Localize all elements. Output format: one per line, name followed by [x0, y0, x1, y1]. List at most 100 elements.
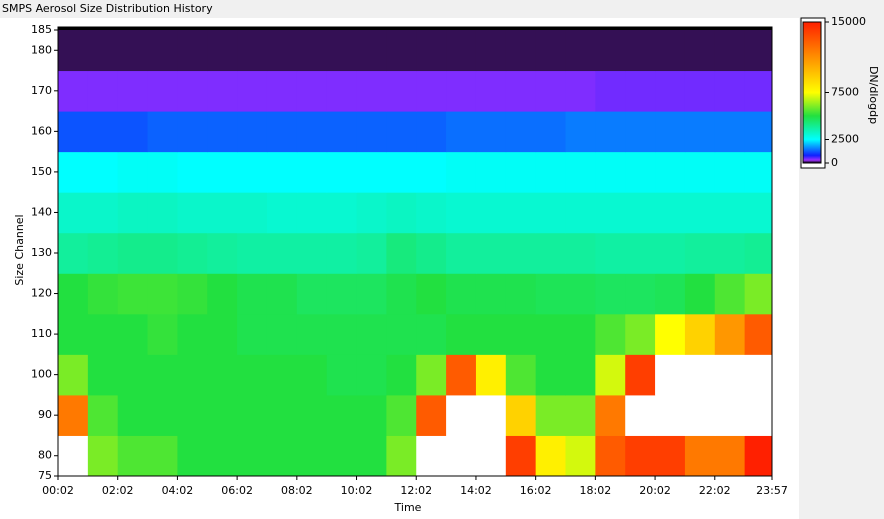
heat-cell: [177, 273, 208, 315]
colorbar-label: DN/dlogdp: [867, 66, 880, 124]
heat-cell: [655, 192, 686, 234]
heat-cell: [207, 30, 238, 72]
heat-cell: [386, 313, 417, 355]
heat-cell: [326, 435, 358, 477]
heat-cell: [296, 313, 328, 355]
heat-cell: [625, 111, 656, 153]
heat-cell: [177, 435, 208, 477]
heat-cell: [237, 151, 268, 193]
heat-cell: [237, 192, 268, 234]
y-tick-label: 75: [38, 469, 52, 482]
heat-cell: [446, 70, 477, 112]
heat-cell: [714, 70, 746, 112]
heat-cell: [356, 313, 387, 355]
heat-cell: [237, 273, 268, 315]
heat-cell: [655, 30, 686, 72]
heat-cell: [296, 273, 328, 315]
heat-cell: [416, 273, 447, 315]
heat-cell: [87, 354, 119, 396]
heat-cell: [237, 70, 268, 112]
heat-cell: [416, 111, 447, 153]
heat-cell: [117, 232, 149, 274]
heat-cell: [714, 313, 746, 355]
heat-cell: [296, 151, 328, 193]
heat-cell: [296, 111, 328, 153]
heat-cell: [356, 354, 387, 396]
heat-cell: [117, 151, 149, 193]
heat-cell: [177, 30, 208, 72]
heat-cell: [207, 435, 238, 477]
heat-cell: [386, 394, 417, 436]
heat-cell: [475, 313, 507, 355]
heat-cell: [565, 192, 596, 234]
heat-cell: [87, 394, 119, 436]
heat-cell: [386, 273, 417, 315]
heat-cell: [177, 313, 208, 355]
colorbar-tick-label: 0: [831, 156, 838, 169]
heat-cell: [625, 313, 656, 355]
heat-cell: [655, 354, 686, 396]
heat-cell: [714, 232, 746, 274]
heat-cell: [237, 435, 268, 477]
heat-cell: [237, 30, 268, 72]
heat-cell: [237, 354, 268, 396]
heat-cell: [714, 192, 746, 234]
heat-cell: [446, 192, 477, 234]
heat-cell: [147, 30, 178, 72]
heat-cell: [87, 192, 119, 234]
heat-cell: [744, 70, 773, 112]
x-tick-label: 06:02: [221, 484, 253, 497]
heat-cell: [505, 273, 537, 315]
heat-cell: [266, 232, 298, 274]
heat-cell: [475, 394, 507, 436]
heat-cell: [356, 111, 387, 153]
heat-cell: [58, 394, 89, 436]
heat-cell: [625, 192, 656, 234]
heat-cell: [595, 313, 626, 355]
heat-cell: [87, 435, 119, 477]
heat-cell: [595, 192, 626, 234]
plot-frame: [57, 26, 773, 477]
heat-cell: [58, 313, 89, 355]
heat-cell: [326, 151, 358, 193]
heat-cell: [595, 70, 626, 112]
heat-cell: [505, 313, 537, 355]
heat-cell: [655, 273, 686, 315]
heat-cell: [58, 435, 89, 477]
heat-cell: [655, 232, 686, 274]
heat-cell: [296, 232, 328, 274]
heat-cell: [475, 435, 507, 477]
heat-cell: [326, 111, 358, 153]
heat-cell: [565, 232, 596, 274]
x-tick-label: 00:02: [42, 484, 74, 497]
heat-cell: [87, 111, 119, 153]
y-tick-label: 120: [31, 287, 52, 300]
heat-cell: [147, 394, 178, 436]
y-tick-label: 110: [31, 327, 52, 340]
heat-cell: [416, 30, 447, 72]
heat-cell: [386, 354, 417, 396]
heat-cell: [416, 435, 447, 477]
heat-cell: [505, 354, 537, 396]
y-axis-label: Size Channel: [13, 214, 26, 285]
heat-cell: [207, 151, 238, 193]
heat-cell: [684, 111, 716, 153]
heat-cell: [356, 435, 387, 477]
heat-cell: [207, 354, 238, 396]
heat-cell: [177, 70, 208, 112]
heat-cell: [744, 354, 773, 396]
y-tick-label: 180: [31, 43, 52, 56]
heat-cell: [147, 70, 178, 112]
heat-cell: [356, 70, 387, 112]
heat-cell: [475, 70, 507, 112]
y-tick-label: 90: [38, 408, 52, 421]
heat-cell: [446, 354, 477, 396]
heat-cell: [177, 354, 208, 396]
heat-cell: [386, 435, 417, 477]
heat-cell: [266, 192, 298, 234]
heat-cell: [117, 192, 149, 234]
heat-cell: [446, 313, 477, 355]
heat-cell: [744, 111, 773, 153]
heat-cell: [565, 394, 596, 436]
